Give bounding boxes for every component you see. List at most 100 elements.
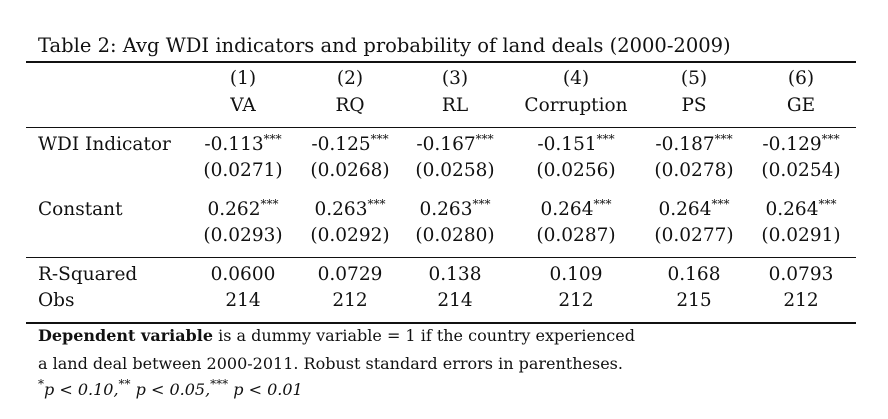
stat-label: R-Squared [38,264,137,285]
stat-value: 0.0793 [769,264,834,285]
std-error-cell-text: (0.0287) [536,225,616,246]
row-label-text: Constant [38,199,123,220]
std-error-cell: (0.0292) [310,225,389,246]
coefficient-cell-text: 0.263 [314,199,368,220]
note-line-1: Dependent variable is a dummy variable =… [38,326,635,345]
significance-stars: *** [367,197,386,211]
stat-value: 0.138 [429,264,482,285]
std-error-cell: (0.0291) [761,225,840,246]
sig-p-1: p < 0.10, [44,380,119,399]
coefficient-cell: -0.167*** [416,132,494,155]
stat-value: 212 [332,290,367,311]
column-number: (5) [681,68,707,89]
std-error-cell: (0.0278) [654,160,733,181]
stat-value: 215 [676,290,711,311]
stat-value-text: 0.0600 [210,264,276,285]
column-label-text: RL [441,95,469,116]
stat-value-text: 214 [437,290,473,311]
coefficient-cell-text: -0.187 [655,134,715,155]
sig-star-3: *** [210,377,229,391]
std-error-cell: (0.0256) [536,160,615,181]
bottom-rule [26,322,856,324]
std-error-cell: (0.0280) [415,225,494,246]
note-line-2: a land deal between 2000-2011. Robust st… [38,354,623,373]
stat-value: 214 [437,290,472,311]
stat-value-text: 212 [783,290,819,311]
column-label-text: Corruption [524,95,628,116]
coefficient-cell-text: -0.129 [762,134,822,155]
coefficient-cell-text: 0.264 [658,199,712,220]
header-rule [26,127,856,128]
column-number-text: (3) [441,68,469,89]
coefficient-cell: 0.264*** [765,197,837,220]
stat-value-text: 214 [225,290,261,311]
std-error-cell: (0.0277) [654,225,733,246]
column-number: (6) [788,68,814,89]
coefficient-cell-text: 0.263 [419,199,473,220]
column-number: (2) [337,68,363,89]
coefficient-cell-text: -0.113 [204,134,264,155]
stat-label-text: R-Squared [38,264,138,285]
stat-value-text: 212 [332,290,368,311]
std-error-cell: (0.0271) [203,160,282,181]
std-error-cell-text: (0.0280) [415,225,495,246]
coefficient-cell: -0.151*** [537,133,614,155]
row-label: WDI Indicator [38,134,171,155]
column-label: PS [681,95,706,116]
std-error-cell: (0.0254) [761,160,840,181]
column-number-text: (6) [787,68,815,89]
column-number: (3) [442,68,468,89]
sig-p-3: p < 0.01 [233,380,303,399]
column-number-text: (1) [229,68,257,89]
std-error-cell-text: (0.0254) [761,160,841,181]
note-rest: is a dummy variable = 1 if the country e… [213,326,635,345]
row-label-text: WDI Indicator [38,134,171,155]
std-error-cell-text: (0.0271) [203,160,283,181]
std-error-cell: (0.0258) [415,160,494,181]
stat-value-text: 212 [558,290,594,311]
coefficient-cell: 0.264*** [658,197,730,220]
column-label: RQ [335,95,364,116]
top-rule [26,61,856,63]
coefficient-cell-text: -0.167 [416,134,476,155]
stat-value: 212 [783,290,818,311]
stat-value-text: 0.0793 [768,264,834,285]
significance-stars: *** [475,132,494,146]
std-error-cell-text: (0.0292) [310,225,390,246]
significance-stars: *** [818,197,837,211]
table-caption: Table 2: Avg WDI indicators and probabil… [38,34,731,57]
stat-label: Obs [38,290,75,311]
coefficient-cell-text: 0.264 [540,199,594,220]
coefficient-cell: -0.125*** [311,133,388,155]
coefficient-cell-text: 0.264 [765,199,819,220]
stat-value: 212 [558,290,593,311]
column-label: Corruption [524,95,627,116]
stat-value: 0.109 [550,264,603,285]
std-error-cell-text: (0.0278) [654,160,734,181]
column-label-text: VA [230,95,256,116]
std-error-cell-text: (0.0256) [536,160,616,181]
std-error-cell-text: (0.0258) [415,160,495,181]
stat-value-text: 0.138 [428,264,482,285]
column-number-text: (5) [680,68,708,89]
coefficient-cell: 0.262*** [208,197,279,220]
stat-label-text: Obs [38,290,75,311]
coefficient-cell: -0.129*** [762,133,839,155]
significance-stars: *** [711,197,730,211]
std-error-cell: (0.0287) [536,225,615,246]
stat-value: 0.0600 [211,264,276,285]
std-error-cell: (0.0293) [203,225,282,246]
std-error-cell-text: (0.0293) [203,225,283,246]
stat-value-text: 0.109 [549,264,603,285]
significance-stars: *** [472,197,491,211]
column-label: GE [787,95,815,116]
stat-value: 214 [225,290,260,311]
significance-stars: *** [263,132,282,146]
column-label: VA [230,95,255,116]
significance-stars: *** [260,197,279,211]
stat-value-text: 215 [676,290,712,311]
std-error-cell: (0.0268) [310,160,389,181]
std-error-cell-text: (0.0277) [654,225,734,246]
coefficient-cell: 0.263*** [314,197,386,220]
sig-star-2: ** [118,377,131,391]
